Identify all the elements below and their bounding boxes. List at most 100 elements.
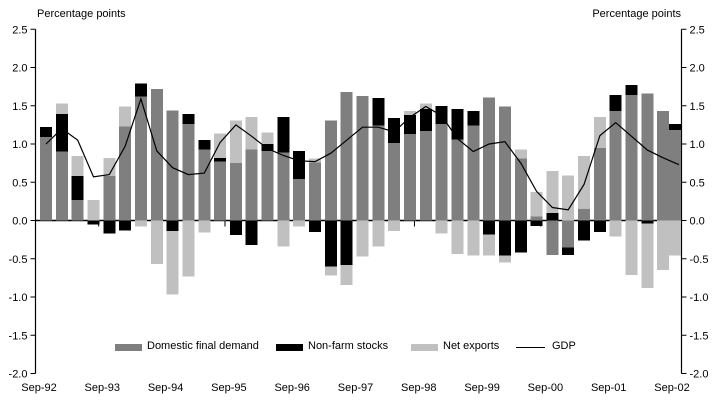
bar-segment-net-exports-Jun-01 — [593, 117, 606, 148]
bar-segment-net-exports-Mar-94 — [134, 220, 147, 227]
bar-segment-net-exports-Dec-96 — [309, 158, 321, 163]
legend-label: Non-farm stocks — [308, 340, 389, 352]
y-tick-label-right: -1.0 — [690, 292, 709, 304]
x-tick-label: Sep-96 — [274, 382, 309, 394]
bar-segment-net-exports-Sep-99 — [483, 234, 496, 256]
x-tick-label: Sep-92 — [21, 382, 56, 394]
bar-segment-domestic-final-demand-Sep-98 — [419, 131, 432, 221]
bar-segment-non-farm-stocks-Mar-99 — [451, 108, 464, 140]
bar-segment-net-exports-Dec-99 — [498, 255, 511, 263]
y-tick-label-right: 0.5 — [690, 177, 705, 189]
y-tick-label-left: 0.5 — [12, 177, 27, 189]
gdp-line — [45, 96, 680, 211]
bar-segment-net-exports-Jun-96 — [277, 220, 290, 247]
bar-segment-non-farm-stocks-Dec-96 — [309, 220, 321, 232]
y-tick-label-right: -2.0 — [690, 369, 709, 381]
bar-segment-net-exports-Dec-98 — [435, 220, 448, 234]
bar-segment-domestic-final-demand-Sep-00 — [546, 220, 559, 255]
bar-segment-non-farm-stocks-Jun-99 — [467, 111, 480, 126]
bar-segment-domestic-final-demand-Jun-94 — [150, 88, 163, 221]
bar-segment-net-exports-Mar-00 — [514, 149, 527, 159]
x-tick-label: Sep-01 — [591, 382, 626, 394]
bar-segment-domestic-final-demand-Jun-99 — [467, 125, 480, 221]
y-tick-label-left: -2.0 — [9, 369, 28, 381]
bar-segment-net-exports-Mar-96 — [261, 132, 274, 144]
legend-label: Domestic final demand — [147, 340, 259, 352]
bar-segment-net-exports-Jun-02 — [657, 220, 670, 271]
x-tick-label: Sep-98 — [401, 382, 436, 394]
y-tick-label-right: 1.5 — [690, 101, 705, 113]
bar-segment-domestic-final-demand-Sep-99 — [483, 97, 496, 221]
bar-segment-net-exports-Jun-98 — [404, 111, 416, 115]
bar-segment-domestic-final-demand-Mar-96 — [261, 150, 274, 221]
bar-segment-domestic-final-demand-Sep-92 — [40, 137, 52, 221]
bar-segment-non-farm-stocks-Dec-94 — [182, 114, 195, 125]
x-tick-label: Sep-94 — [148, 382, 183, 394]
bar-segment-net-exports-Jun-00 — [530, 192, 543, 217]
bar-segment-non-farm-stocks-Mar-94 — [134, 83, 147, 97]
bar-segment-non-farm-stocks-Mar-98 — [388, 118, 401, 144]
bar-segment-net-exports-Mar-02 — [641, 223, 654, 288]
bar-segment-non-farm-stocks-Sep-01 — [609, 95, 622, 112]
bar-segment-net-exports-Sep-01 — [609, 220, 622, 237]
bar-segment-domestic-final-demand-Dec-01 — [625, 95, 638, 221]
bar-segment-non-farm-stocks-Sep-99 — [483, 220, 496, 235]
bar-segment-domestic-final-demand-Mar-94 — [134, 96, 147, 221]
y-tick-label-right: 2.0 — [690, 63, 705, 75]
bar-segment-net-exports-Dec-92 — [55, 103, 68, 115]
y-tick-label-right: -0.5 — [690, 254, 709, 266]
bar-segment-net-exports-Mar-97 — [324, 266, 337, 276]
y-tick-label-left: 0.0 — [12, 216, 27, 228]
y-tick-label-right: -1.5 — [690, 330, 709, 342]
bar-segment-domestic-final-demand-Mar-99 — [451, 139, 464, 221]
bar-segment-net-exports-Mar-99 — [451, 220, 464, 255]
bar-segment-domestic-final-demand-Mar-02 — [641, 93, 654, 221]
bar-segment-non-farm-stocks-Dec-95 — [245, 220, 258, 245]
bar-segment-net-exports-Dec-95 — [245, 117, 258, 150]
bar-segment-net-exports-Dec-93 — [119, 106, 132, 127]
legend-label: Net exports — [443, 340, 500, 352]
bar-segment-non-farm-stocks-Mar-93 — [71, 176, 84, 200]
y-tick-label-left: 2.5 — [12, 24, 27, 36]
line-swatch — [516, 347, 545, 348]
bar-segment-domestic-final-demand-Sep-96 — [293, 179, 306, 221]
bar-segment-domestic-final-demand-Dec-97 — [372, 125, 385, 221]
bar-segment-domestic-final-demand-Jun-00 — [530, 216, 543, 221]
bar-segment-domestic-final-demand-Dec-93 — [119, 126, 132, 221]
y-tick-label-left: 1.5 — [12, 101, 27, 113]
bar-segment-domestic-final-demand-Mar-93 — [71, 199, 84, 221]
bar-segment-net-exports-Sep-95 — [229, 120, 242, 164]
bar-segment-non-farm-stocks-Sep-92 — [40, 127, 52, 138]
bar-segment-domestic-final-demand-Mar-01 — [578, 208, 590, 221]
bar-segment-non-farm-stocks-Jun-01 — [593, 220, 606, 232]
bar-segment-non-farm-stocks-Jun-93 — [87, 220, 100, 225]
bar-segment-non-farm-stocks-Jun-96 — [277, 117, 290, 153]
bar-segment-net-exports-Sep-93 — [103, 157, 116, 177]
x-tick-label: Sep-02 — [654, 382, 689, 394]
bar-segment-net-exports-Mar-01 — [578, 156, 590, 209]
bar-segment-non-farm-stocks-Sep-98 — [419, 108, 432, 131]
bar-segment-non-farm-stocks-Sep-95 — [229, 220, 242, 235]
bar-segment-domestic-final-demand-Mar-98 — [388, 143, 401, 221]
light-bar-swatch — [411, 344, 438, 351]
bar-segment-domestic-final-demand-Mar-97 — [324, 120, 337, 221]
bar-segment-domestic-final-demand-Jun-98 — [404, 134, 416, 221]
bar-segment-net-exports-Jun-99 — [467, 220, 480, 256]
bar-segment-non-farm-stocks-Mar-95 — [198, 140, 211, 150]
bar-segment-non-farm-stocks-Dec-93 — [119, 220, 132, 231]
bar-segment-domestic-final-demand-Sep-02 — [669, 130, 681, 221]
bar-segment-net-exports-Sep-02 — [669, 220, 681, 256]
bar-segment-domestic-final-demand-Mar-95 — [198, 149, 211, 221]
legend-label: GDP — [552, 340, 576, 352]
bar-segment-domestic-final-demand-Sep-97 — [356, 95, 369, 221]
bar-segment-domestic-final-demand-Sep-01 — [609, 111, 622, 221]
bar-segment-non-farm-stocks-Dec-97 — [372, 98, 385, 126]
x-tick-label: Sep-99 — [464, 382, 499, 394]
bar-segment-domestic-final-demand-Jun-95 — [214, 161, 227, 221]
bar-segment-non-farm-stocks-Sep-93 — [103, 220, 116, 234]
bar-segment-domestic-final-demand-Dec-98 — [435, 124, 448, 221]
x-tick-label: Sep-97 — [338, 382, 373, 394]
bar-segment-net-exports-Dec-97 — [372, 220, 385, 247]
bar-segment-domestic-final-demand-Dec-00 — [562, 220, 575, 248]
